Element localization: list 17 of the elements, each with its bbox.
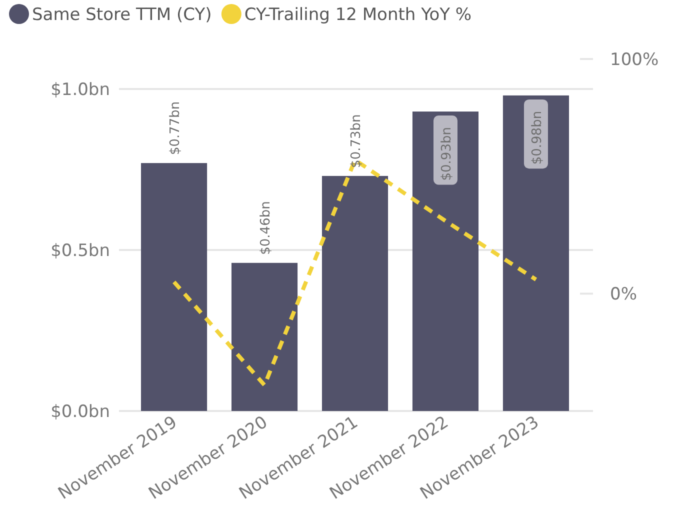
y-tick-label: $0.0bn bbox=[50, 402, 110, 422]
y2-tick-label: 100% bbox=[610, 50, 659, 70]
y-tick-label: $1.0bn bbox=[50, 80, 110, 100]
legend-label: Same Store TTM (CY) bbox=[32, 5, 212, 25]
data-label: $0.93bn bbox=[439, 127, 454, 181]
data-label: $0.73bn bbox=[349, 114, 364, 168]
bar bbox=[502, 95, 569, 411]
y-tick-label: $0.5bn bbox=[50, 241, 110, 261]
legend-label: CY-Trailing 12 Month YoY % bbox=[244, 5, 472, 25]
bar bbox=[322, 176, 388, 411]
y2-tick-label: 0% bbox=[610, 284, 637, 305]
bar bbox=[141, 163, 208, 411]
bar bbox=[412, 112, 479, 411]
bar bbox=[231, 262, 298, 411]
data-label: $0.77bn bbox=[168, 101, 184, 156]
data-label: $0.46bn bbox=[258, 201, 274, 255]
data-label: $0.98bn bbox=[530, 110, 545, 165]
